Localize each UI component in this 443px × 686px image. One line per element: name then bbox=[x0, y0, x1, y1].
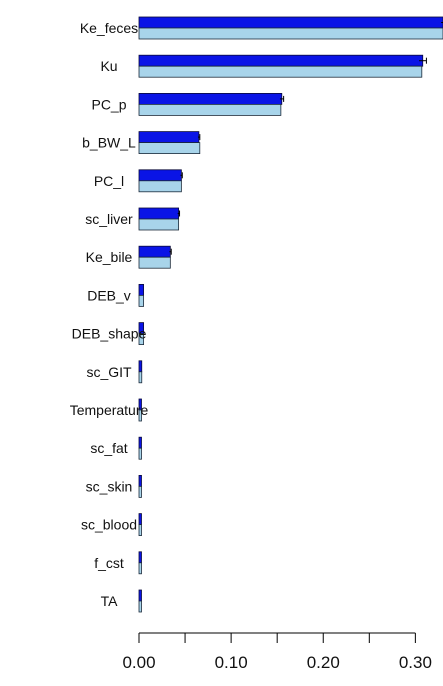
bar-light-pc-l bbox=[138, 180, 182, 193]
category-label-pc-p: PC_p bbox=[91, 96, 126, 112]
bar-light-b-bw-l bbox=[138, 142, 201, 155]
bar-light-sc-fat bbox=[138, 447, 142, 460]
category-label-ke-feces: Ke_feces bbox=[80, 20, 138, 36]
x-tick-label: 0.00 bbox=[122, 653, 155, 672]
bar-light-deb-v bbox=[138, 294, 145, 307]
bar-dark-deb-v bbox=[138, 283, 145, 296]
bar-dark-pc-l bbox=[138, 169, 182, 182]
bar-light-f-cst bbox=[138, 562, 142, 575]
category-label-sc-git: sc_GIT bbox=[86, 364, 132, 380]
bar-dark-f-cst bbox=[138, 551, 142, 564]
bar-dark-ku bbox=[138, 54, 424, 67]
category-label-b-bw-l: b_BW_L bbox=[82, 135, 136, 151]
bar-light-deb-shape bbox=[138, 333, 145, 346]
bar-light-ta bbox=[138, 600, 142, 613]
bar-dark-ta bbox=[138, 589, 142, 602]
bar-light-temperature bbox=[138, 409, 142, 422]
bar-dark-b-bw-l bbox=[138, 131, 200, 144]
bar-dark-sc-blood bbox=[138, 513, 142, 525]
category-label-f-cst: f_cst bbox=[94, 555, 124, 571]
bar-light-ke-feces bbox=[138, 27, 443, 40]
category-label-sc-blood: sc_blood bbox=[81, 517, 137, 533]
bar-light-sc-skin bbox=[138, 485, 142, 498]
bar-dark-sc-liver bbox=[138, 207, 180, 220]
bar-light-pc-p bbox=[138, 104, 282, 116]
category-label-temperature: Temperature bbox=[70, 402, 149, 418]
bar-light-ku bbox=[138, 65, 423, 78]
category-label-deb-v: DEB_v bbox=[87, 287, 131, 303]
x-tick-label: 0.20 bbox=[307, 653, 340, 672]
bar-dark-sc-git bbox=[138, 360, 143, 373]
bar-dark-ke-bile bbox=[138, 245, 171, 258]
bar-dark-ke-feces bbox=[138, 16, 443, 29]
x-tick-label: 0.10 bbox=[215, 653, 248, 672]
category-label-ku: Ku bbox=[100, 58, 117, 74]
category-label-ta: TA bbox=[101, 593, 119, 609]
category-label-sc-fat: sc_fat bbox=[90, 440, 127, 456]
bar-light-sc-liver bbox=[138, 218, 180, 231]
bars-group bbox=[138, 16, 443, 613]
category-label-sc-skin: sc_skin bbox=[86, 478, 133, 494]
category-label-sc-liver: sc_liver bbox=[85, 211, 133, 227]
bar-light-sc-git bbox=[138, 371, 143, 384]
category-label-pc-l: PC_l bbox=[94, 173, 124, 189]
bar-dark-sc-skin bbox=[138, 474, 142, 487]
x-axis: 0.00 0.10 0.20 0.30 bbox=[122, 632, 432, 672]
bar-light-ke-bile bbox=[138, 256, 171, 269]
category-label-deb-shape: DEB_shape bbox=[72, 326, 147, 342]
category-labels: Ke_feces Ku PC_p b_BW_L PC_l sc_liver Ke_bile D… bbox=[70, 20, 149, 609]
bar-light-sc-blood bbox=[138, 524, 142, 536]
category-label-ke-bile: Ke_bile bbox=[86, 249, 133, 265]
bar-dark-pc-p bbox=[138, 93, 283, 105]
x-tick-label: 0.30 bbox=[399, 653, 432, 672]
bar-dark-sc-fat bbox=[138, 436, 142, 449]
